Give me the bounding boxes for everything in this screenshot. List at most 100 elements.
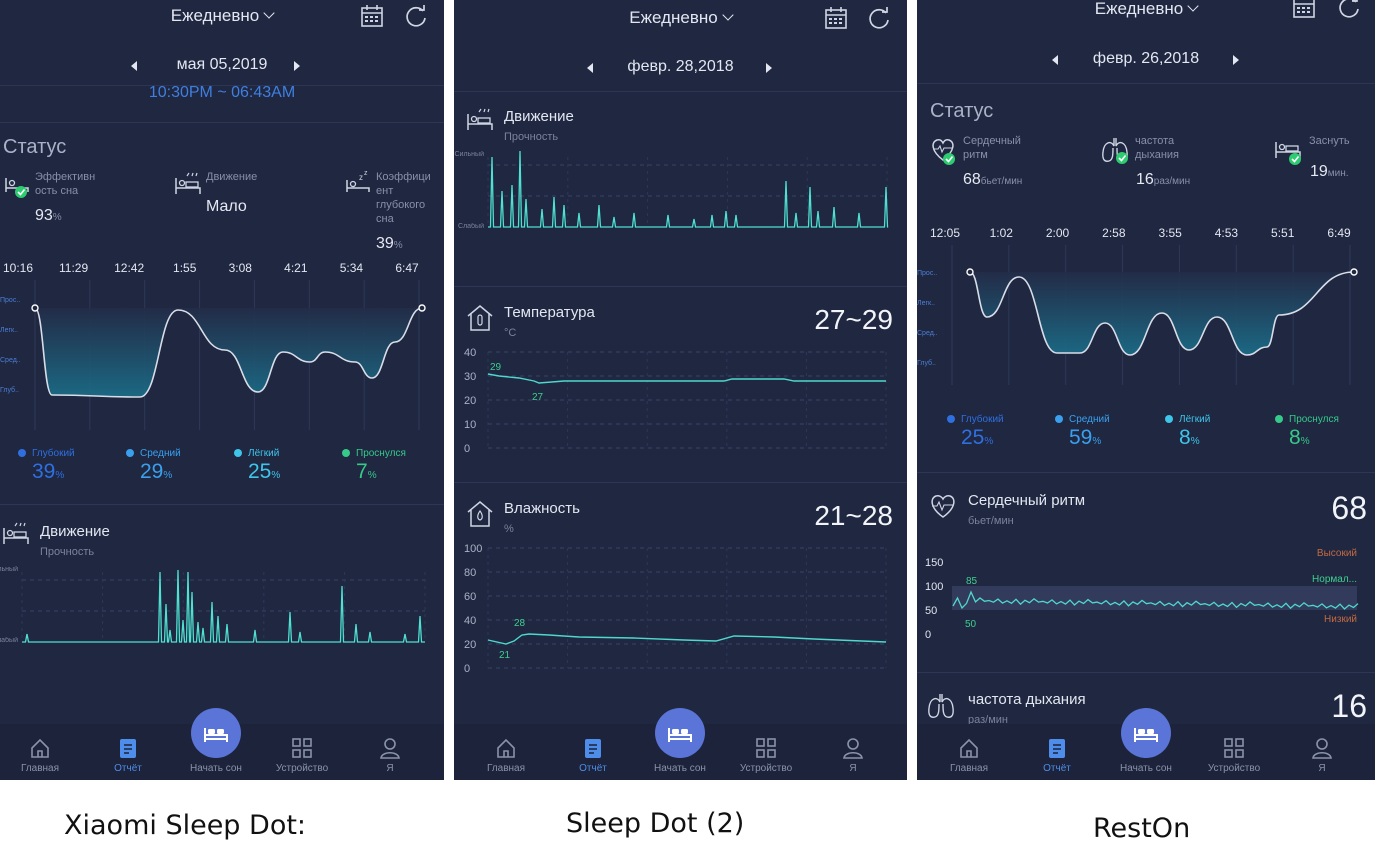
nav-start-sleep[interactable]: Начать сон bbox=[176, 763, 256, 774]
nav-device[interactable]: Устройство bbox=[726, 737, 806, 774]
time-label: 3:55 bbox=[1158, 226, 1182, 240]
legend-item: Лёгкий bbox=[1165, 414, 1210, 425]
percent-unit: % bbox=[55, 470, 65, 481]
calendar-icon[interactable] bbox=[825, 7, 849, 31]
next-date-arrow[interactable] bbox=[1233, 55, 1239, 65]
stage-level-label: Легк.. bbox=[917, 300, 935, 307]
temperature-house-icon bbox=[467, 305, 493, 331]
temperature-unit: °C bbox=[504, 327, 517, 339]
legend-label: Проснулся bbox=[356, 448, 406, 459]
nav-profile[interactable]: Я bbox=[813, 737, 893, 774]
divider bbox=[0, 504, 444, 505]
humidity-chart: 100 80 60 40 20 0 21 28 bbox=[464, 543, 887, 675]
strong-label: Сильный bbox=[0, 566, 18, 573]
legend-label: Средний bbox=[140, 448, 181, 459]
nav-report[interactable]: Отчёт bbox=[553, 737, 633, 774]
humidity-title: Влажность bbox=[504, 500, 580, 517]
y-tick-label: 40 bbox=[464, 347, 476, 359]
start-sleep-button[interactable] bbox=[1121, 708, 1171, 758]
y-tick-label: 20 bbox=[464, 395, 476, 407]
period-selector[interactable]: Ежедневно bbox=[917, 0, 1375, 19]
sleep-start-marker bbox=[966, 268, 974, 276]
motion-section-subtitle: Прочность bbox=[40, 546, 95, 558]
legend-label: Глубокий bbox=[961, 414, 1004, 425]
chevron-down-icon bbox=[1187, 0, 1199, 12]
nav-profile[interactable]: Я bbox=[1282, 737, 1362, 774]
temperature-range: 27~29 bbox=[814, 304, 893, 335]
nav-device[interactable]: Устройство bbox=[1194, 737, 1274, 774]
stage-level-label: Сред.. bbox=[0, 357, 21, 364]
legend-percent: 25% bbox=[961, 426, 994, 449]
data-line bbox=[487, 633, 887, 645]
nav-profile[interactable]: Я bbox=[350, 737, 430, 774]
nav-report[interactable]: Отчёт bbox=[88, 737, 168, 774]
start-sleep-button[interactable] bbox=[191, 708, 241, 758]
bottom-navigation: Главная Отчёт Начать сон Устройство Я bbox=[0, 708, 444, 780]
heart-rate-icon bbox=[932, 139, 955, 165]
percent-unit: % bbox=[1092, 436, 1102, 447]
nav-home[interactable]: Главная bbox=[466, 737, 546, 774]
stage-level-label: Легк.. bbox=[0, 327, 18, 334]
calendar-icon[interactable] bbox=[361, 5, 385, 29]
bed-icon bbox=[668, 728, 692, 742]
start-sleep-button[interactable] bbox=[655, 708, 705, 758]
fall-asleep-value: 19мин. bbox=[1310, 163, 1349, 180]
time-label: 5:34 bbox=[339, 261, 364, 275]
y-tick-label: 50 bbox=[925, 605, 937, 617]
date-label: мая 05,2019 bbox=[176, 56, 268, 73]
legend-percent: 59% bbox=[1069, 426, 1102, 449]
extreme-label: 28 bbox=[514, 618, 526, 629]
nav-start-sleep[interactable]: Начать сон bbox=[640, 763, 720, 774]
prev-date-arrow[interactable] bbox=[587, 63, 593, 73]
nav-start-sleep-label: Начать сон bbox=[654, 763, 706, 774]
y-tick-label: 100 bbox=[925, 581, 943, 593]
chevron-down-icon bbox=[722, 9, 734, 21]
svg-text:z: z bbox=[364, 170, 368, 177]
refresh-icon[interactable] bbox=[868, 7, 892, 31]
lungs-icon bbox=[928, 694, 954, 718]
sleep-end-marker bbox=[418, 304, 426, 312]
percent-unit: % bbox=[984, 436, 994, 447]
date-label: февр. 26,2018 bbox=[1092, 50, 1200, 67]
time-label: 12:05 bbox=[929, 226, 961, 240]
next-date-arrow[interactable] bbox=[294, 61, 300, 71]
legend-item: Лёгкий bbox=[234, 448, 279, 459]
extreme-label: 21 bbox=[499, 650, 511, 661]
time-label: 11:29 bbox=[58, 261, 89, 275]
user-icon bbox=[1312, 738, 1332, 759]
time-label: 10:16 bbox=[2, 261, 34, 275]
nav-start-sleep[interactable]: Начать сон bbox=[1106, 763, 1186, 774]
period-selector[interactable]: Ежедневно bbox=[454, 8, 907, 28]
legend-label: Лёгкий bbox=[248, 448, 280, 459]
prev-date-arrow[interactable] bbox=[131, 61, 137, 71]
fall-asleep-label: Заснуть bbox=[1309, 135, 1350, 147]
time-label: 12:42 bbox=[114, 261, 145, 275]
home-icon bbox=[497, 738, 515, 758]
nav-report[interactable]: Отчёт bbox=[1017, 737, 1097, 774]
nav-home[interactable]: Главная bbox=[929, 737, 1009, 774]
motion-chart bbox=[487, 150, 889, 228]
calendar-icon[interactable] bbox=[1293, 0, 1317, 20]
motion-label: Движение bbox=[206, 171, 258, 183]
legend-percent: 7% bbox=[356, 460, 377, 483]
nav-start-sleep-label: Начать сон bbox=[1120, 763, 1172, 774]
nav-home[interactable]: Главная bbox=[0, 737, 80, 774]
nav-profile-label: Я bbox=[386, 763, 394, 774]
sleep-curve bbox=[34, 307, 423, 398]
legend-percent: 8% bbox=[1289, 426, 1310, 449]
heart-rate-icon bbox=[931, 495, 955, 518]
period-selector[interactable]: Ежедневно bbox=[0, 6, 444, 26]
deep-sleep-value: 39% bbox=[376, 235, 403, 252]
next-date-arrow[interactable] bbox=[766, 63, 772, 73]
refresh-icon[interactable] bbox=[405, 5, 429, 29]
nav-device[interactable]: Устройство bbox=[262, 737, 342, 774]
breathing-rate-value: 16раз/мин bbox=[1136, 171, 1191, 188]
caption-sleep-dot-2: Sleep Dot (2) bbox=[566, 808, 745, 839]
zone-label: Высокий bbox=[1317, 548, 1357, 559]
divider bbox=[0, 122, 444, 123]
refresh-icon[interactable] bbox=[1338, 0, 1362, 20]
temperature-title: Температура bbox=[504, 304, 595, 321]
caption-reston: RestOn bbox=[1093, 813, 1191, 844]
date-row: февр. 28,2018 bbox=[454, 48, 907, 92]
prev-date-arrow[interactable] bbox=[1052, 55, 1058, 65]
